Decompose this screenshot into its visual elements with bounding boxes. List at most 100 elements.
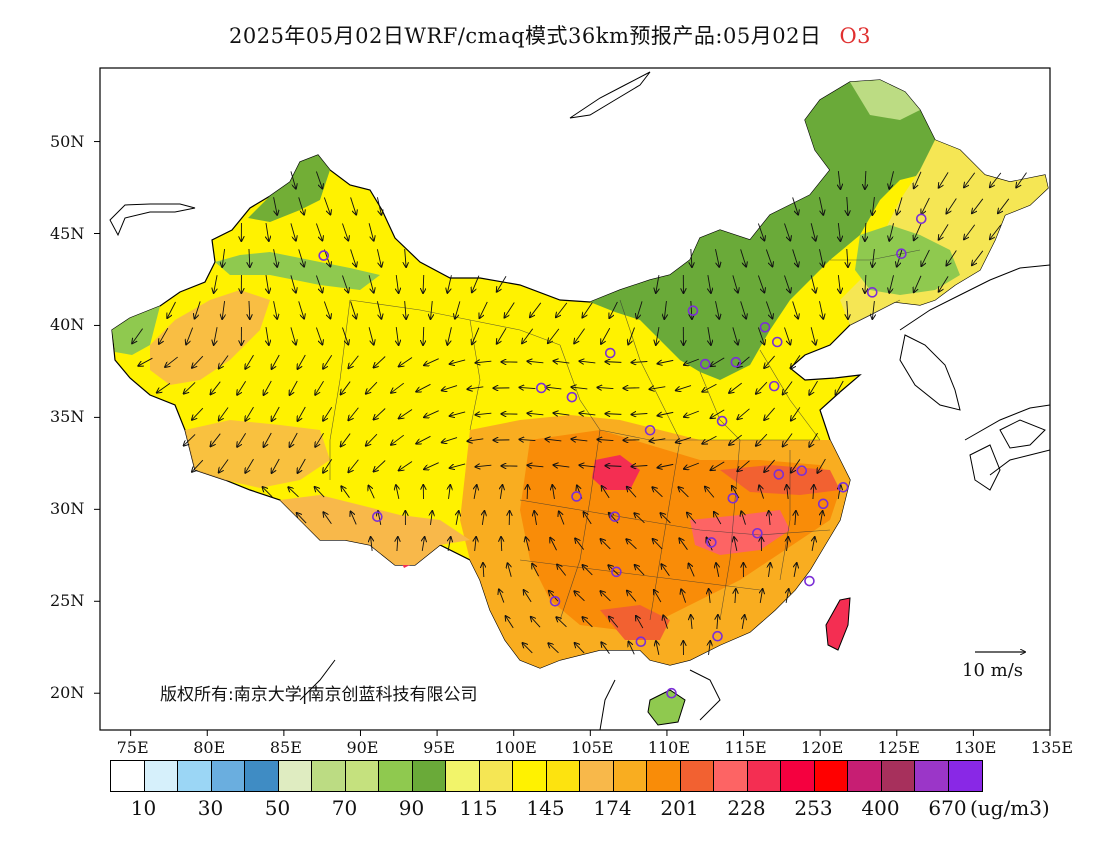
- colorbar-swatch: [278, 761, 312, 791]
- wind-arrow: [708, 275, 711, 293]
- wind-arrow: [684, 462, 700, 469]
- wind-arrow: [323, 355, 333, 368]
- wind-arrow: [663, 615, 668, 629]
- city-marker: [609, 511, 621, 522]
- wind-arrow: [290, 327, 296, 344]
- wind-arrow: [442, 437, 458, 443]
- wind-arrow: [374, 460, 386, 472]
- wind-arrow: [315, 327, 322, 345]
- lat-label: 30N: [50, 499, 85, 519]
- wind-arrow: [527, 465, 544, 467]
- wind-arrow: [553, 465, 570, 467]
- wind-arrow: [342, 275, 348, 292]
- wind-arrow: [508, 563, 512, 577]
- lon-label: 95E: [423, 738, 456, 757]
- wind-arrow: [397, 537, 398, 552]
- wind-arrow: [597, 387, 614, 388]
- lat-label: 50N: [50, 131, 85, 151]
- wind-arrow: [711, 461, 725, 470]
- red-guangxi: [600, 605, 670, 640]
- wind-arrow: [424, 358, 439, 366]
- wind-arrow: [765, 301, 772, 319]
- red-jiangnan: [720, 465, 840, 495]
- low-ozone-nw-tip: [112, 306, 160, 355]
- wind-arrow: [676, 437, 692, 443]
- wind-arrow: [245, 458, 254, 473]
- wind-arrow: [263, 380, 272, 395]
- wind-arrow: [838, 275, 840, 293]
- low-ozone-inner-mongolia: [590, 80, 960, 380]
- city-marker: [535, 382, 547, 394]
- city-marker: [759, 321, 771, 333]
- wind-arrow: [556, 617, 567, 628]
- wind-arrow: [159, 327, 169, 344]
- city-marker: [687, 305, 699, 317]
- wind-arrow: [872, 249, 874, 267]
- wind-arrow: [341, 381, 351, 395]
- wind-arrow: [368, 275, 374, 292]
- colorbar-swatch: [881, 761, 915, 791]
- low-ozone-north: [248, 155, 330, 222]
- wind-arrow: [791, 459, 801, 472]
- wind-arrow: [396, 327, 398, 345]
- city-marker: [896, 248, 907, 260]
- colorbar-swatch: [714, 761, 748, 791]
- wind-arrow: [681, 589, 687, 603]
- colorbar-swatch: [479, 761, 513, 791]
- wind-arrow: [399, 357, 413, 367]
- wind-arrow: [575, 538, 585, 550]
- wind-arrow: [634, 513, 645, 524]
- wind-arrow: [504, 302, 515, 317]
- wind-arrow: [553, 413, 570, 415]
- wind-arrow: [709, 589, 711, 604]
- city-marker: [752, 527, 763, 539]
- wind-arrow: [689, 564, 695, 577]
- wind-arrow: [656, 641, 659, 655]
- wind-arrow: [288, 487, 299, 498]
- city-marker: [566, 391, 578, 403]
- colorbar-swatch: [814, 761, 848, 791]
- wind-arrow: [787, 537, 789, 552]
- wind-arrow: [350, 301, 357, 318]
- wind-arrow: [711, 409, 725, 418]
- colorbar-label: 670: [928, 796, 967, 820]
- wind-arrow: [819, 301, 823, 319]
- city-marker: [804, 575, 815, 587]
- wind-arrow: [865, 274, 866, 293]
- wind-arrow: [323, 407, 333, 420]
- wind-arrow: [249, 300, 250, 319]
- axis-ticks: [94, 141, 1051, 736]
- wind-arrow: [396, 275, 398, 293]
- wind-arrow: [467, 439, 484, 441]
- wind-arrow: [448, 537, 451, 551]
- wind-arrow: [210, 433, 221, 447]
- wind-arrow: [990, 224, 1002, 239]
- wind-arrow: [556, 302, 568, 317]
- wind-arrow: [729, 382, 742, 393]
- wind-arrow: [266, 275, 269, 293]
- colorbar-swatch: [345, 761, 379, 791]
- city-marker: [866, 287, 878, 298]
- wind-arrow: [366, 381, 378, 394]
- wind-arrow: [290, 171, 296, 188]
- wind-arrow: [679, 538, 688, 550]
- wind-arrow: [636, 616, 644, 629]
- wind-arrow: [210, 381, 221, 395]
- wind-arrow: [820, 511, 822, 525]
- wind-arrow: [946, 198, 957, 213]
- wind-arrow: [531, 617, 541, 628]
- wind-arrow: [323, 512, 332, 524]
- wind-arrow: [323, 197, 330, 215]
- wind-arrow: [186, 327, 194, 345]
- wind-arrow: [764, 459, 775, 472]
- wind-arrow: [792, 249, 798, 266]
- wind-arrow: [368, 223, 374, 240]
- wind-arrow: [964, 224, 976, 239]
- wind-arrow: [732, 275, 738, 292]
- wind-arrow: [374, 356, 386, 368]
- wind-arrow: [838, 223, 840, 241]
- wind-arrow: [939, 276, 949, 291]
- wind-arrow: [447, 327, 452, 345]
- wind-arrow: [450, 359, 466, 364]
- wind-arrow: [601, 327, 611, 344]
